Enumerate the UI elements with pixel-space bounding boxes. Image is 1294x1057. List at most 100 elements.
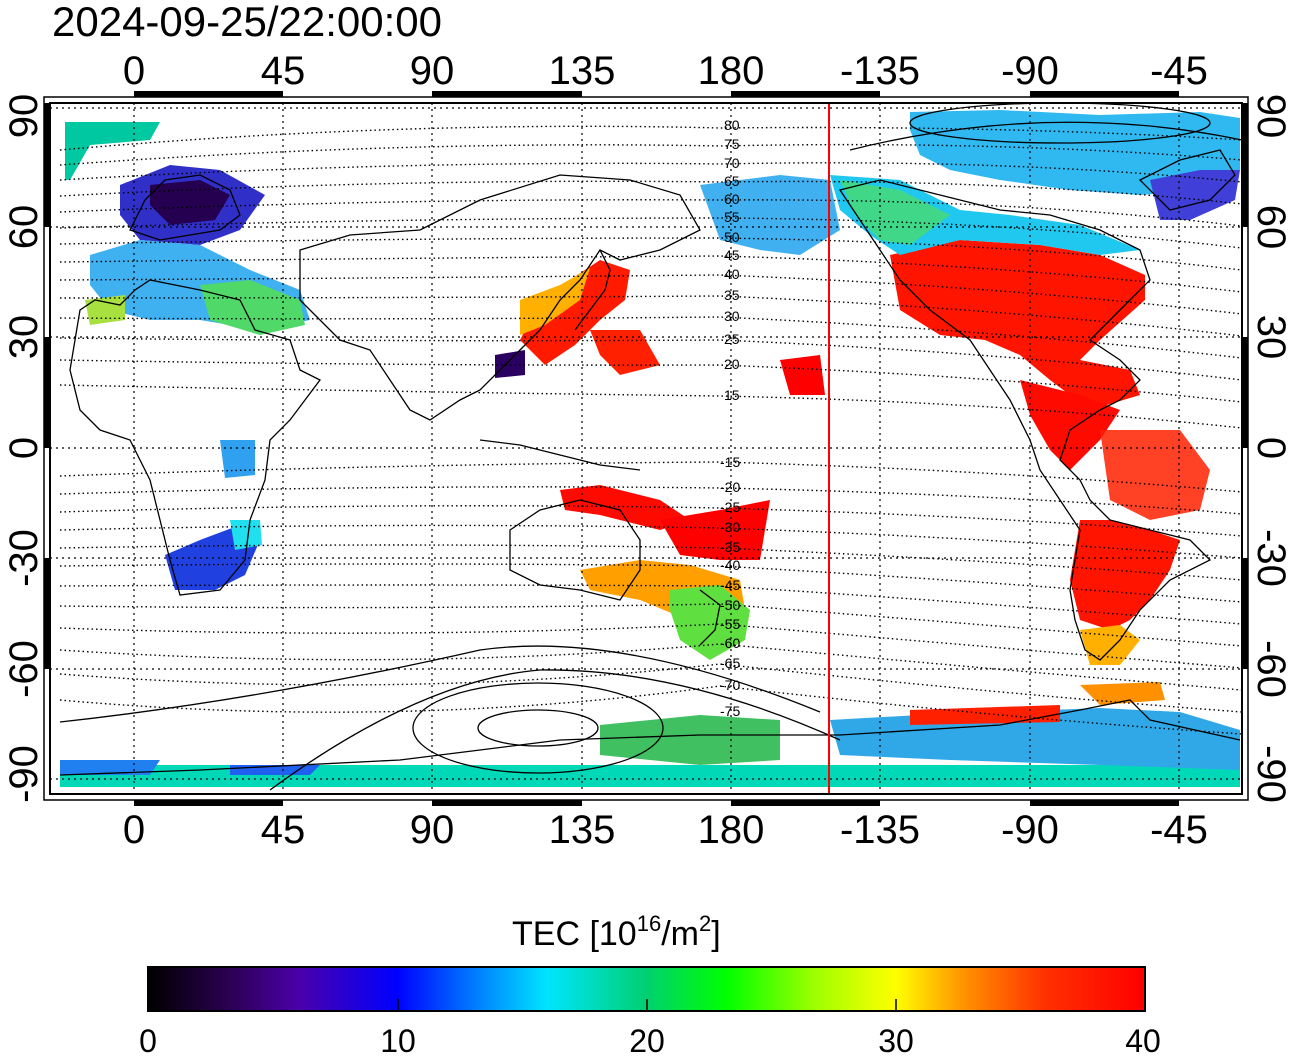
tec-patch-antarctic-pacific <box>600 715 780 765</box>
plot-title: 2024-09-25/22:00:00 <box>52 0 442 45</box>
contour-label: -70 <box>720 677 740 693</box>
lat-axis-left: 90 60 30 0 -30 -60 -90 <box>2 94 46 803</box>
tec-patch-taiwan <box>495 350 525 378</box>
tec-patch-arctic-europe <box>65 122 160 180</box>
lon-tick-label: -135 <box>840 808 920 852</box>
map-border <box>49 102 1243 795</box>
north-contour-labels: 80 75 70 65 60 55 50 45 40 35 30 25 20 1… <box>724 117 740 403</box>
lon-tick-label: -45 <box>1150 49 1208 93</box>
tec-patch-south-africa-cyan <box>230 520 262 550</box>
contour-label: 35 <box>724 287 740 303</box>
colorbar-tick-labels: 0 10 20 30 40 <box>139 1023 1161 1057</box>
lat-axis-right: 90 60 30 0 -30 -60 -90 <box>1249 94 1293 803</box>
lon-tick-label: -45 <box>1150 808 1208 852</box>
contour-label: -75 <box>720 703 740 719</box>
frame-ticks <box>44 91 1248 806</box>
lat-tick-label: -60 <box>2 640 46 698</box>
lat-tick-label: 0 <box>1249 437 1293 459</box>
lat-tick-label: 90 <box>2 94 46 139</box>
tec-patch-canada-green <box>840 180 950 245</box>
contour-label: 80 <box>724 117 740 133</box>
tec-data-layer <box>60 110 1240 787</box>
contour-label: 30 <box>724 308 740 324</box>
lat-tick-label: -30 <box>2 529 46 587</box>
colorbar-tick-label: 10 <box>380 1023 416 1057</box>
lon-tick-label: 90 <box>410 49 455 93</box>
tec-patch-antarctic-band <box>60 765 1240 787</box>
lon-tick-label: -90 <box>1001 49 1059 93</box>
contour-label: -20 <box>720 479 740 495</box>
contour-label: 40 <box>724 266 740 282</box>
tec-patch-arctic-canada <box>910 110 1240 195</box>
coastlines <box>59 149 1241 776</box>
contour-label: -40 <box>720 557 740 573</box>
contour-label: 15 <box>724 387 740 403</box>
tec-patch-south-america <box>1070 520 1180 630</box>
contour-label: -35 <box>720 539 740 555</box>
contour-label: -30 <box>720 519 740 535</box>
graticule <box>50 103 1242 794</box>
lon-axis-top: 0 45 90 135 180 -135 -90 -45 <box>123 49 1208 93</box>
lon-tick-label: 180 <box>698 49 765 93</box>
contour-label: 45 <box>724 247 740 263</box>
contour-label: -60 <box>720 635 740 651</box>
colorbar-tick-label: 0 <box>139 1023 157 1057</box>
tec-patch-pacific-north <box>780 355 825 395</box>
contour-label: 70 <box>724 155 740 171</box>
tec-patch-pacific-south <box>660 500 770 560</box>
lon-tick-label: 180 <box>698 808 765 852</box>
tec-patch-antarctic-peninsula <box>1080 682 1165 705</box>
tec-patch-japan <box>520 260 630 365</box>
contour-label: 65 <box>724 173 740 189</box>
tec-patch-europe-green <box>200 280 305 335</box>
tec-patch-new-guinea <box>560 485 690 530</box>
tec-patch-east-africa <box>220 440 255 478</box>
colorbar-tick-label: 40 <box>1125 1023 1161 1057</box>
map-inner-border <box>43 96 1249 801</box>
tec-patch-iberia <box>85 295 125 325</box>
magnetic-contours <box>59 125 1242 735</box>
contour-label: 25 <box>724 331 740 347</box>
lat-tick-label: 30 <box>1249 315 1293 360</box>
tec-patch-brazil-scatter <box>1100 430 1210 520</box>
colorbar-tick-label: 20 <box>629 1023 665 1057</box>
tec-patch-patagonia <box>1080 625 1140 665</box>
tec-patch-central-america <box>1020 380 1120 470</box>
lon-tick-label: 135 <box>549 808 616 852</box>
lon-tick-label: 45 <box>261 808 306 852</box>
lon-tick-label: 45 <box>261 49 306 93</box>
colorbar-ticks <box>397 999 897 1011</box>
tec-patch-bering <box>700 175 840 255</box>
lat-tick-label: -30 <box>1249 529 1293 587</box>
lat-tick-label: 90 <box>1249 94 1293 139</box>
lon-tick-label: 135 <box>549 49 616 93</box>
lon-tick-label: -90 <box>1001 808 1059 852</box>
contour-label: -25 <box>720 499 740 515</box>
lat-tick-label: -90 <box>1249 745 1293 803</box>
tec-patch-greenland <box>1150 170 1240 220</box>
lon-tick-label: 90 <box>410 808 455 852</box>
contour-label: 60 <box>724 191 740 207</box>
south-contour-labels: -15 -20 -25 -30 -35 -40 -45 -50 -55 -60 … <box>720 454 740 719</box>
tec-patch-scandinavia-dark <box>150 180 230 225</box>
lon-tick-label: -135 <box>840 49 920 93</box>
colorbar: TEC [1016/m2] 0 10 20 30 40 <box>139 911 1161 1057</box>
lon-tick-label: 0 <box>123 808 145 852</box>
colorbar-title-end: ] <box>711 915 720 953</box>
lat-tick-label: -90 <box>2 745 46 803</box>
tec-patch-antarctic-blue <box>60 760 160 775</box>
colorbar-title-mid: /m <box>661 915 699 953</box>
contour-label: -65 <box>720 655 740 671</box>
contour-label: 55 <box>724 209 740 225</box>
lat-tick-label: 60 <box>1249 205 1293 250</box>
lon-tick-label: 0 <box>123 49 145 93</box>
lat-tick-label: 0 <box>2 437 46 459</box>
lon-axis-bottom: 0 45 90 135 180 -135 -90 -45 <box>123 808 1208 852</box>
colorbar-title-sup1: 16 <box>637 911 661 936</box>
tec-patch-new-zealand <box>670 585 750 660</box>
lat-tick-label: -60 <box>1249 640 1293 698</box>
contour-label: 75 <box>724 136 740 152</box>
lat-tick-label: 30 <box>2 315 46 360</box>
colorbar-tick-label: 30 <box>878 1023 914 1057</box>
